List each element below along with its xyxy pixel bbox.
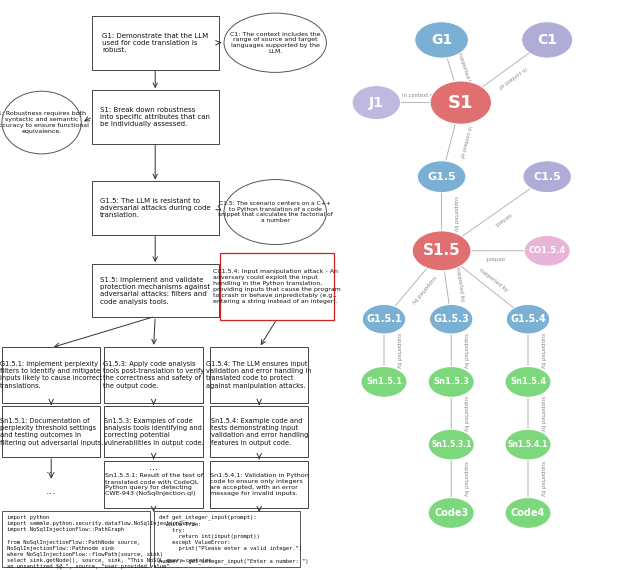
Text: context: context [484,255,504,260]
Ellipse shape [428,429,474,460]
Ellipse shape [522,22,573,58]
Text: ...: ... [149,462,158,473]
Text: G1.5.3: Apply code analysis
tools post-translation to verify
the correctness and: G1.5.3: Apply code analysis tools post-t… [103,361,204,389]
Text: def get_integer_input(prompt):
  while True:
    try:
      return int(input(pro: def get_integer_input(prompt): while Tru… [159,515,308,564]
FancyBboxPatch shape [210,406,308,457]
FancyBboxPatch shape [104,461,203,508]
Text: G1.5.3: G1.5.3 [433,314,469,324]
Ellipse shape [506,304,550,334]
Text: CO1.5.4: CO1.5.4 [529,246,566,255]
Ellipse shape [429,304,473,334]
FancyBboxPatch shape [210,461,308,508]
Text: supported by: supported by [410,274,436,304]
Text: in context of: in context of [458,125,472,158]
FancyBboxPatch shape [92,16,219,70]
Ellipse shape [412,231,471,271]
FancyBboxPatch shape [104,347,203,403]
Ellipse shape [417,161,466,193]
Text: Sn1.5.4: Example code and
tests demonstrating input
validation and error handlin: Sn1.5.4: Example code and tests demonstr… [211,418,308,446]
Text: C1: The context includes the
range of source and target
languages supported by t: C1: The context includes the range of so… [230,31,321,54]
Ellipse shape [524,235,570,266]
Ellipse shape [224,13,326,72]
Ellipse shape [224,180,326,245]
Text: S1: Break down robustness
into specific attributes that can
be individually asse: S1: Break down robustness into specific … [100,107,210,127]
Ellipse shape [523,161,572,193]
Ellipse shape [428,498,474,528]
Text: Code3: Code3 [434,508,468,518]
Text: C1: C1 [537,33,557,47]
Text: Sn1.5.3: Sn1.5.3 [433,377,469,386]
Ellipse shape [428,367,474,397]
Text: G1: Demonstrate that the LLM
used for code translation is
robust.: G1: Demonstrate that the LLM used for co… [102,32,209,53]
Text: G1.5.4: G1.5.4 [510,314,546,324]
Text: Code4: Code4 [511,508,545,518]
Text: G1.5: G1.5 [428,172,456,182]
Text: S1.5: Implement and validate
protection mechanisms against
adversarial attacks: : S1.5: Implement and validate protection … [100,277,211,304]
FancyBboxPatch shape [210,347,308,403]
Text: G1.5.4: The LLM ensures input
validation and error handling in
translated code t: G1.5.4: The LLM ensures input validation… [206,361,312,389]
Text: supported by: supported by [456,266,465,302]
Text: G1.5.1: G1.5.1 [366,314,402,324]
Text: Sn1.5.1: Documentation of
perplexity threshold settings
and testing outcomes in
: Sn1.5.1: Documentation of perplexity thr… [0,418,103,446]
Text: J1: J1 [369,96,384,109]
Text: G1.5.1: Implement perplexity
filters to identify and mitigate
inputs likely to c: G1.5.1: Implement perplexity filters to … [0,361,102,389]
Ellipse shape [361,367,407,397]
Ellipse shape [362,304,406,334]
Text: supported by: supported by [463,396,468,431]
Text: in context of: in context of [402,93,435,98]
FancyBboxPatch shape [220,253,334,320]
Ellipse shape [430,81,492,124]
FancyBboxPatch shape [104,406,203,457]
FancyBboxPatch shape [2,406,100,457]
Text: G1: G1 [431,33,452,47]
FancyBboxPatch shape [92,181,219,235]
Text: context: context [493,211,512,227]
Ellipse shape [505,429,551,460]
Text: Sn1.5.3.1: Result of the test of
translated code with CodeQL
Python query for de: Sn1.5.3.1: Result of the test of transla… [104,473,203,496]
Text: supported by: supported by [478,267,509,292]
Text: G1.5: The LLM is resistant to
adversarial attacks during code
translation.: G1.5: The LLM is resistant to adversaria… [100,198,211,218]
Text: supported by: supported by [453,196,458,231]
Text: supported by: supported by [457,52,472,87]
Text: supported by: supported by [540,333,545,368]
Ellipse shape [415,22,468,58]
Text: Sn1.5.4.1: Sn1.5.4.1 [508,440,548,449]
Text: Sn1.5.4.1: Validation in Python
code to ensure only integers
are accepted, with : Sn1.5.4.1: Validation in Python code to … [210,473,308,496]
Text: Sn1.5.3: Examples of code
analysis tools identifying and
correcting potential
vu: Sn1.5.3: Examples of code analysis tools… [104,418,204,446]
Text: supported by: supported by [463,333,468,368]
Text: Sn1.5.4: Sn1.5.4 [510,377,546,386]
Ellipse shape [2,91,81,154]
Text: CC1.5.4: Input manipulation attack - An
adversary could exploit the input
handli: CC1.5.4: Input manipulation attack - An … [213,269,340,304]
FancyBboxPatch shape [154,511,300,567]
Text: supported by: supported by [463,461,468,496]
FancyBboxPatch shape [2,511,150,567]
Text: ...: ... [46,465,56,475]
Text: supported by: supported by [396,333,401,368]
FancyBboxPatch shape [92,90,219,144]
FancyBboxPatch shape [92,264,219,317]
Text: C1.5: C1.5 [533,172,561,182]
Text: J1: Robustness requires both
syntactic and semantic
accuracy to ensure functiona: J1: Robustness requires both syntactic a… [0,111,88,134]
Text: Sn1.5.1: Sn1.5.1 [366,377,402,386]
Text: Sn1.5.3.1: Sn1.5.3.1 [431,440,472,449]
FancyBboxPatch shape [2,347,100,403]
Text: in context of: in context of [497,65,527,88]
Text: C1.5: The scenario centers on a C++
to Python translation of a code
snippet that: C1.5: The scenario centers on a C++ to P… [218,201,333,223]
Ellipse shape [505,367,551,397]
Text: supported by: supported by [540,396,545,431]
Text: ...: ... [46,486,56,496]
Ellipse shape [352,86,401,120]
Text: S1: S1 [448,93,474,112]
Text: import python
import semmle.python.security.dataflow.NoSqlInjectionQuery
import : import python import semmle.python.secur… [7,515,212,569]
Ellipse shape [505,498,551,528]
Text: S1.5: S1.5 [423,243,460,258]
Text: supported by: supported by [540,461,545,496]
